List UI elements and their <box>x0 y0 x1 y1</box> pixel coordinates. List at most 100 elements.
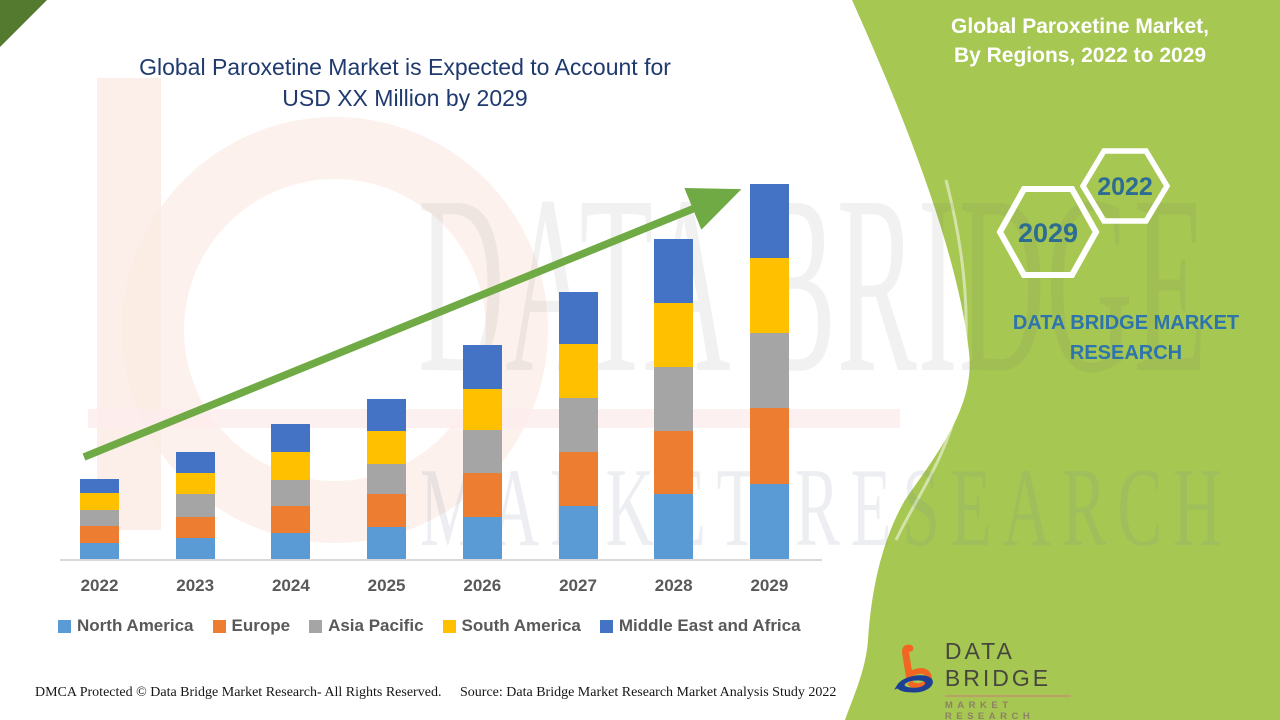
bar-segment-middle-east-and-africa-2028 <box>654 239 694 303</box>
legend-swatch-middle-east-and-africa <box>599 619 613 633</box>
bar-segment-europe-2027 <box>558 452 598 506</box>
bar-segment-middle-east-and-africa-2024 <box>271 424 311 452</box>
legend-label-europe: Europe <box>231 616 291 635</box>
hexagon-2029 <box>996 186 1100 278</box>
bar-segment-north-america-2029 <box>749 484 789 560</box>
panel-header-line2: By Regions, 2022 to 2029 <box>953 44 1207 67</box>
bar-segment-south-america-2026 <box>462 389 502 430</box>
bar-segment-south-america-2024 <box>271 452 311 480</box>
bar-segment-asia-pacific-2022 <box>80 510 119 526</box>
x-axis-label-2024: 2024 <box>271 576 310 595</box>
x-axis-label-2027: 2027 <box>559 576 597 595</box>
legend: North America Europe Asia Pacific South Ame… <box>58 616 801 636</box>
chart-title-line2: USD XX Million by 2029 <box>282 85 528 111</box>
hexagon-2022-label: 2022 <box>1097 173 1153 201</box>
bar-segment-middle-east-and-africa-2022 <box>80 479 119 493</box>
bar-segment-north-america-2026 <box>462 517 502 560</box>
bar-segment-asia-pacific-2025 <box>367 464 407 494</box>
x-axis-label-2028: 2028 <box>654 576 693 595</box>
x-axis-label-2025: 2025 <box>367 576 406 595</box>
bar-2027 <box>558 292 598 560</box>
bar-segment-asia-pacific-2024 <box>271 480 311 506</box>
legend-label-asia-pacific: Asia Pacific <box>328 616 424 635</box>
hexagon-2022 <box>1079 148 1171 224</box>
panel-header: Global Paroxetine Market, By Regions, 20… <box>930 12 1230 70</box>
bar-segment-middle-east-and-africa-2025 <box>367 399 407 431</box>
bar-2025 <box>367 399 407 560</box>
bar-segment-south-america-2029 <box>749 258 789 333</box>
bar-segment-middle-east-and-africa-2029 <box>749 184 789 258</box>
bar-segment-middle-east-and-africa-2027 <box>558 292 598 344</box>
bar-segment-north-america-2027 <box>558 506 598 560</box>
logo-subtitle: MARKET RESEARCH <box>944 700 1035 720</box>
bar-segment-asia-pacific-2027 <box>558 398 598 452</box>
chart-title-line1: Global Paroxetine Market is Expected to … <box>139 54 671 80</box>
bar-segment-south-america-2028 <box>654 303 694 367</box>
bar-segment-asia-pacific-2029 <box>749 333 789 408</box>
year-hexagons: 2022 2029 <box>996 148 1171 278</box>
bar-segment-europe-2023 <box>175 517 215 538</box>
bar-2026 <box>462 345 502 560</box>
bar-segment-asia-pacific-2023 <box>175 494 215 517</box>
bar-segment-middle-east-and-africa-2023 <box>175 452 215 473</box>
bar-segment-north-america-2025 <box>367 527 407 560</box>
bar-segment-asia-pacific-2026 <box>462 430 502 473</box>
bar-2029 <box>749 184 789 560</box>
x-axis-label-2026: 2026 <box>463 576 502 595</box>
legend-item-middle-east-and-africa: Middle East and Africa <box>599 616 801 636</box>
bar-segment-south-america-2027 <box>558 344 598 398</box>
legend-label-middle-east-and-africa: Middle East and Africa <box>618 616 801 635</box>
legend-swatch-north-america <box>58 619 71 633</box>
panel-header-line1: Global Paroxetine Market, <box>951 15 1209 38</box>
panel-brand-text: DATA BRIDGE MARKET RESEARCH <box>1005 308 1247 368</box>
panel-brand-line1: DATA BRIDGE MARKET <box>1012 312 1240 334</box>
bar-segment-north-america-2022 <box>80 543 119 560</box>
bar-segment-europe-2025 <box>367 494 407 527</box>
legend-label-south-america: South America <box>461 616 581 635</box>
footer-dmca-text: DMCA Protected © Data Bridge Market Rese… <box>35 685 442 700</box>
legend-item-south-america: South America <box>442 616 581 636</box>
bar-segment-south-america-2023 <box>175 473 215 494</box>
bar-segment-europe-2022 <box>80 526 119 543</box>
bar-segment-middle-east-and-africa-2026 <box>462 345 502 389</box>
legend-swatch-europe <box>212 619 226 633</box>
chart-title: Global Paroxetine Market is Expected to … <box>75 52 735 114</box>
bar-2023 <box>175 452 215 560</box>
bar-segment-south-america-2025 <box>367 431 407 464</box>
legend-item-asia-pacific: Asia Pacific <box>309 616 424 636</box>
logo-text: DATA BRIDGE MARKET RESEARCH <box>944 638 1072 720</box>
legend-swatch-south-america <box>442 619 456 633</box>
bar-segment-asia-pacific-2028 <box>654 367 694 431</box>
bar-segment-europe-2029 <box>749 408 789 484</box>
legend-label-north-america: North America <box>77 616 194 635</box>
panel-accent-curve <box>894 179 968 541</box>
bar-2028 <box>654 239 694 560</box>
bar-segment-europe-2028 <box>654 431 694 494</box>
bar-2022 <box>80 479 119 560</box>
legend-item-north-america: North America <box>58 616 194 636</box>
bar-segment-north-america-2023 <box>175 538 215 560</box>
corner-triangle-decoration <box>0 0 47 47</box>
hexagon-2029-label: 2029 <box>1018 218 1078 248</box>
databridge-logo-icon <box>894 644 933 693</box>
bar-segment-north-america-2028 <box>654 494 694 560</box>
legend-item-europe: Europe <box>212 616 291 636</box>
bar-segment-europe-2024 <box>271 506 311 533</box>
legend-swatch-asia-pacific <box>309 619 323 633</box>
company-logo: DATA BRIDGE MARKET RESEARCH <box>893 630 1072 720</box>
x-axis-label-2029: 2029 <box>750 576 789 595</box>
bar-segment-north-america-2024 <box>271 533 311 560</box>
x-axis-label-2022: 2022 <box>80 576 119 595</box>
footer-source-text: Source: Data Bridge Market Research Mark… <box>460 685 837 700</box>
panel-brand-line2: RESEARCH <box>1069 342 1183 364</box>
x-axis-line <box>60 559 822 561</box>
bar-segment-europe-2026 <box>462 473 502 517</box>
bar-segment-south-america-2022 <box>80 493 119 510</box>
x-axis-label-2023: 2023 <box>176 576 215 595</box>
logo-name: DATA BRIDGE <box>944 638 1072 697</box>
bar-2024 <box>271 424 311 560</box>
